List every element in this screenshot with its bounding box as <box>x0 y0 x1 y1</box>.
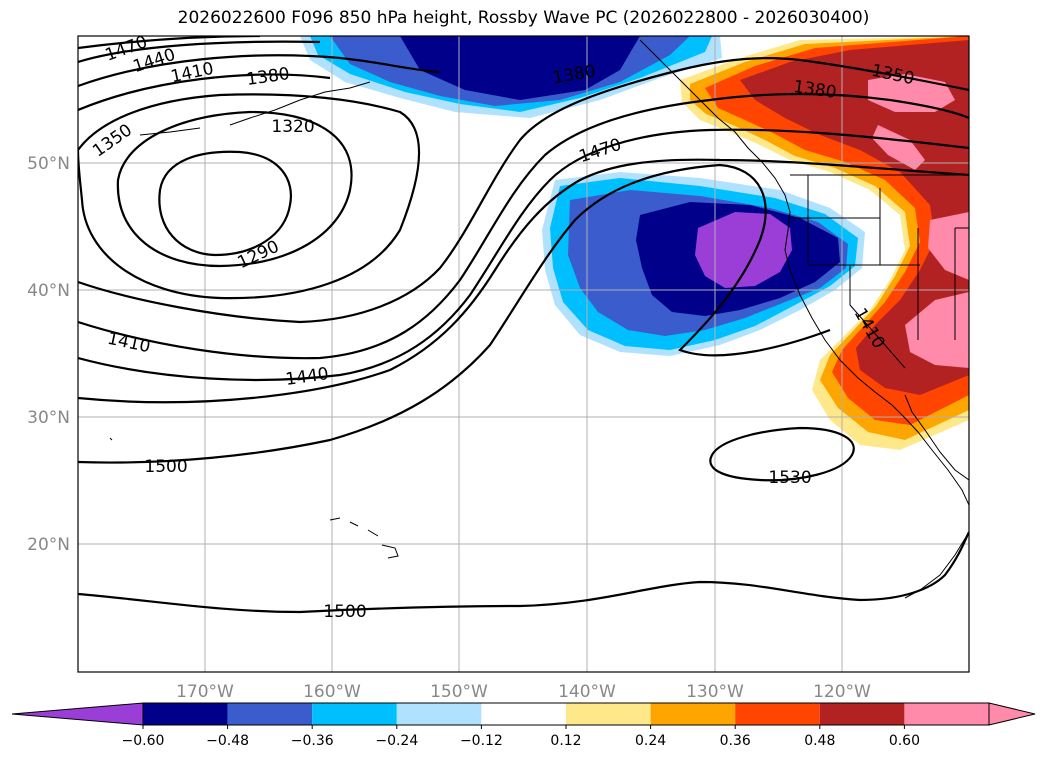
colorbar-segment <box>819 703 905 725</box>
contour-label: 1500 <box>144 457 187 477</box>
lat-tick-label: 50°N <box>27 154 70 174</box>
contour-label: 1530 <box>768 468 811 488</box>
colorbar-segment <box>566 703 651 725</box>
colorbar-segment <box>481 703 566 725</box>
colorbar-segment <box>396 703 482 725</box>
colorbar: −0.60 −0.48 −0.36 −0.24 −0.12 0.12 0.24 0.36 0.4… <box>11 702 1036 749</box>
map-title: 2026022600 F096 850 hPa height, Rossby W… <box>177 8 870 28</box>
colorbar-tick-label: −0.48 <box>206 733 249 749</box>
colorbar-tick-label: −0.60 <box>122 733 165 749</box>
contour-label: 1320 <box>271 117 314 137</box>
lon-tick-label: 120°W <box>813 682 871 702</box>
lat-tick-label: 20°N <box>27 535 70 555</box>
colorbar-segment <box>650 703 736 725</box>
colorbar-extend-left <box>11 702 144 726</box>
contour-label: 1500 <box>323 602 366 622</box>
lon-tick-label: 140°W <box>558 682 616 702</box>
colorbar-segment <box>143 703 228 725</box>
colorbar-tick-label: −0.36 <box>291 733 334 749</box>
lat-tick-label: 40°N <box>27 281 70 301</box>
lat-tick-label: 30°N <box>27 408 70 428</box>
svg-text:1500: 1500 <box>323 602 366 622</box>
coastlines <box>109 39 969 599</box>
graticule <box>78 36 969 672</box>
negative-anomaly-east-pacific <box>542 172 865 356</box>
colorbar-tick-label: 0.12 <box>550 733 581 749</box>
lon-tick-label: 150°W <box>430 682 488 702</box>
colorbar-extend-right <box>988 702 1036 726</box>
svg-text:1320: 1320 <box>271 117 314 137</box>
svg-text:1500: 1500 <box>144 457 187 477</box>
colorbar-tick-label: 0.60 <box>889 733 920 749</box>
lon-tick-label: 160°W <box>303 682 361 702</box>
colorbar-tick-label: 0.48 <box>804 733 835 749</box>
svg-text:1530: 1530 <box>768 468 811 488</box>
colorbar-segment <box>735 703 820 725</box>
colorbar-tick-label: −0.24 <box>375 733 418 749</box>
map-frame <box>77 35 970 673</box>
colorbar-segment <box>227 703 313 725</box>
colorbar-tick-label: −0.12 <box>460 733 503 749</box>
longitude-ticks: 170°W 160°W 150°W 140°W 130°W 120°W <box>176 682 871 702</box>
latitude-ticks: 50°N 40°N 30°N 20°N <box>27 154 70 555</box>
height-contours <box>78 36 969 614</box>
colorbar-segment <box>904 703 989 725</box>
colorbar-tick-label: 0.24 <box>635 733 666 749</box>
negative-anomaly-north <box>300 36 722 118</box>
colorbar-segment <box>312 703 397 725</box>
lon-tick-label: 170°W <box>176 682 234 702</box>
colorbar-tick-label: 0.36 <box>720 733 751 749</box>
lon-tick-label: 130°W <box>686 682 744 702</box>
